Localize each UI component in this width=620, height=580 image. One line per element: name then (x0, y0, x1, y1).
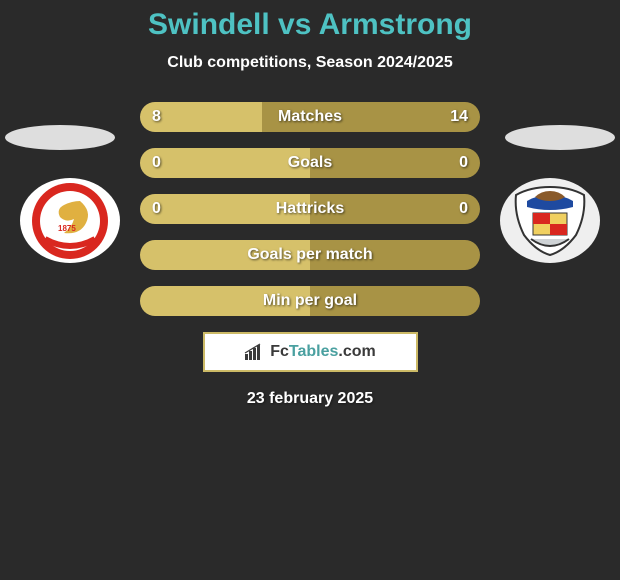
stat-label: Goals per match (140, 240, 480, 270)
page-subtitle: Club competitions, Season 2024/2025 (0, 54, 620, 72)
stat-value-right: 0 (459, 194, 468, 224)
badge-text-b: Tables (289, 343, 339, 360)
stat-label: Matches (140, 102, 480, 132)
stat-label: Goals (140, 148, 480, 178)
comparison-card: Swindell vs Armstrong Club competitions,… (0, 0, 620, 450)
stat-value-right: 14 (450, 102, 468, 132)
badge-text-c: .com (338, 343, 375, 360)
page-title: Swindell vs Armstrong (0, 8, 620, 42)
bars-icon (244, 343, 264, 361)
date-text: 23 february 2025 (0, 390, 620, 408)
badge-text-a: Fc (270, 343, 289, 360)
stat-bar-goals-per-match: Goals per match (140, 240, 480, 270)
badge-text: FcTables.com (270, 343, 376, 361)
stat-bar-hattricks: 0 Hattricks 0 (140, 194, 480, 224)
source-badge[interactable]: FcTables.com (203, 332, 418, 372)
stat-label: Min per goal (140, 286, 480, 316)
stats-area: 8 Matches 14 0 Goals 0 0 Hattricks 0 Goa… (0, 102, 620, 316)
stat-label: Hattricks (140, 194, 480, 224)
stat-value-right: 0 (459, 148, 468, 178)
stat-bar-min-per-goal: Min per goal (140, 286, 480, 316)
stat-bar-matches: 8 Matches 14 (140, 102, 480, 132)
stat-bar-goals: 0 Goals 0 (140, 148, 480, 178)
